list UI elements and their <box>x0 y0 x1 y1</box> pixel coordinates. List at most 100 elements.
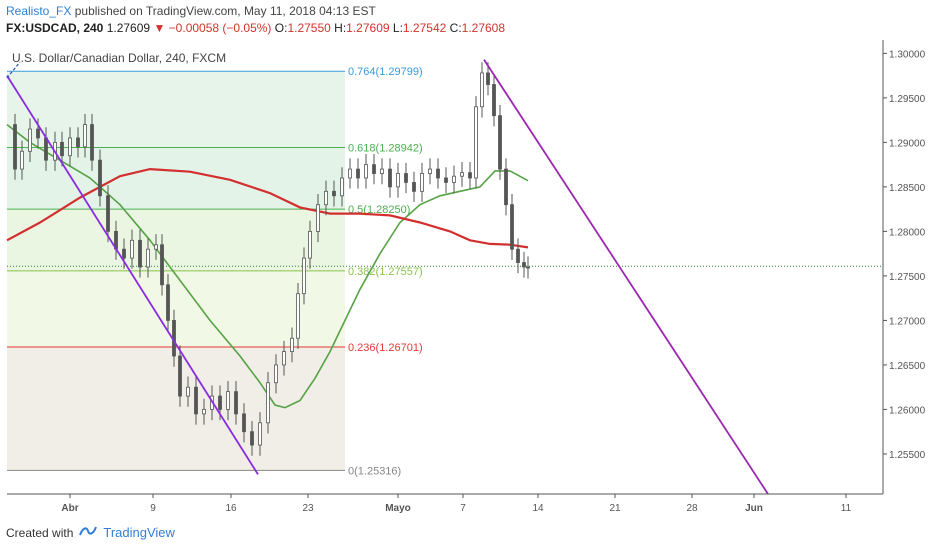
x-tick-label: 23 <box>302 503 314 514</box>
y-tick-label: 1.29500 <box>889 94 926 105</box>
candle-body <box>282 351 286 366</box>
fib-zone <box>7 71 345 148</box>
candle-body <box>516 248 520 263</box>
candle-body <box>380 168 384 174</box>
candle-body <box>202 409 206 415</box>
down-arrow-icon: ▼ <box>153 21 166 35</box>
trendline <box>6 75 259 475</box>
y-tick-label: 1.27500 <box>889 272 926 283</box>
fib-label: 0.382(1.27557) <box>348 266 423 278</box>
candle-body <box>444 177 448 183</box>
candle-body <box>388 168 392 188</box>
x-tick-label: 11 <box>841 503 852 514</box>
candle-body <box>266 382 270 424</box>
candle-body <box>60 141 64 157</box>
candle-body <box>218 395 222 410</box>
x-tick-label: 16 <box>225 503 237 514</box>
moving-average-line <box>6 167 529 249</box>
candle-body <box>146 248 150 268</box>
price-series <box>13 62 530 456</box>
candle-body <box>308 230 312 259</box>
candle-body <box>526 266 530 269</box>
trendline <box>483 59 769 495</box>
candle-body <box>296 293 300 339</box>
candle-body <box>130 239 134 259</box>
candle-body <box>160 244 164 286</box>
candle-body <box>364 164 368 179</box>
candle-body <box>36 128 40 139</box>
symbol-label[interactable]: FX:USDCAD, 240 <box>6 21 104 35</box>
candle-body <box>504 168 508 206</box>
candle-body <box>166 284 170 321</box>
candle-body <box>460 172 464 177</box>
candle-body <box>396 173 400 188</box>
chart-header: Realisto_FX published on TradingView.com… <box>0 0 932 40</box>
y-tick-label: 1.30000 <box>889 49 926 60</box>
candle-body <box>274 364 278 384</box>
candle-body <box>186 386 190 397</box>
candle-body <box>250 431 254 446</box>
candle-body <box>106 195 110 232</box>
candle-body <box>68 137 72 157</box>
candle-body <box>44 137 48 161</box>
candle-body <box>122 248 126 259</box>
candle-body <box>510 204 514 250</box>
fib-label: 0(1.25316) <box>348 465 401 477</box>
candle-body <box>412 182 416 192</box>
candle-body <box>468 172 472 179</box>
x-tick-label: 14 <box>532 503 544 514</box>
close-label: C: <box>449 21 462 35</box>
x-tick-label: 7 <box>460 503 466 514</box>
moving-average-line <box>6 123 529 409</box>
candle-body <box>492 84 496 117</box>
candle-body <box>420 173 424 192</box>
trendlines <box>6 59 769 495</box>
y-tick-label: 1.26000 <box>889 405 926 416</box>
candle-body <box>324 190 328 206</box>
x-tick-label: 28 <box>686 503 698 514</box>
y-tick-label: 1.26500 <box>889 361 926 372</box>
trendline-handle <box>6 61 21 79</box>
candle-body <box>356 168 360 179</box>
x-axis: Abr 9 16 23 Mayo 7 14 21 28 Jun 11 <box>61 494 852 514</box>
candle-body <box>76 137 80 148</box>
x-tick-label: Mayo <box>385 503 411 514</box>
candle-body <box>474 106 478 179</box>
x-tick-label: 21 <box>609 503 621 514</box>
y-tick-label: 1.25500 <box>889 450 926 461</box>
x-tick-label: 9 <box>150 503 156 514</box>
y-tick-label: 1.28000 <box>889 227 926 238</box>
candle-body <box>316 204 320 232</box>
candle-body <box>332 190 336 197</box>
publish-text: published on TradingView.com, May 11, 20… <box>74 4 376 18</box>
created-with-text: Created with <box>6 525 74 540</box>
candle-body <box>340 177 344 197</box>
candle-body <box>83 124 87 148</box>
low-value: 1.27542 <box>402 21 447 35</box>
candle-body <box>486 72 490 85</box>
candle-body <box>452 175 456 183</box>
tradingview-logo-icon[interactable] <box>79 525 98 540</box>
fib-zone <box>7 209 345 271</box>
candle-body <box>242 413 246 433</box>
candle-body <box>178 355 182 397</box>
candle-body <box>498 115 502 170</box>
tradingview-brand[interactable]: TradingView <box>103 525 175 540</box>
open-label: O: <box>274 21 288 35</box>
candle-body <box>428 168 432 174</box>
price-change: −0.00058 (−0.05%) <box>168 21 272 35</box>
candle-body <box>226 391 230 410</box>
candle-body <box>436 168 440 179</box>
high-value: 1.27609 <box>346 21 390 35</box>
candle-body <box>138 239 142 268</box>
fib-label: 0.764(1.29799) <box>348 66 423 78</box>
author-link[interactable]: Realisto_FX <box>6 4 72 18</box>
fib-zone <box>7 347 345 471</box>
candle-body <box>20 150 24 170</box>
candle-body <box>480 72 484 108</box>
fib-levels: 0.764(1.29799)0.618(1.28942)0.5(1.28250)… <box>7 66 423 477</box>
ohlc-line: FX:USDCAD, 240 1.27609 ▼ −0.00058 (−0.05… <box>6 21 505 35</box>
last-price: 1.27609 <box>106 21 151 35</box>
publish-line: Realisto_FX published on TradingView.com… <box>6 4 376 18</box>
